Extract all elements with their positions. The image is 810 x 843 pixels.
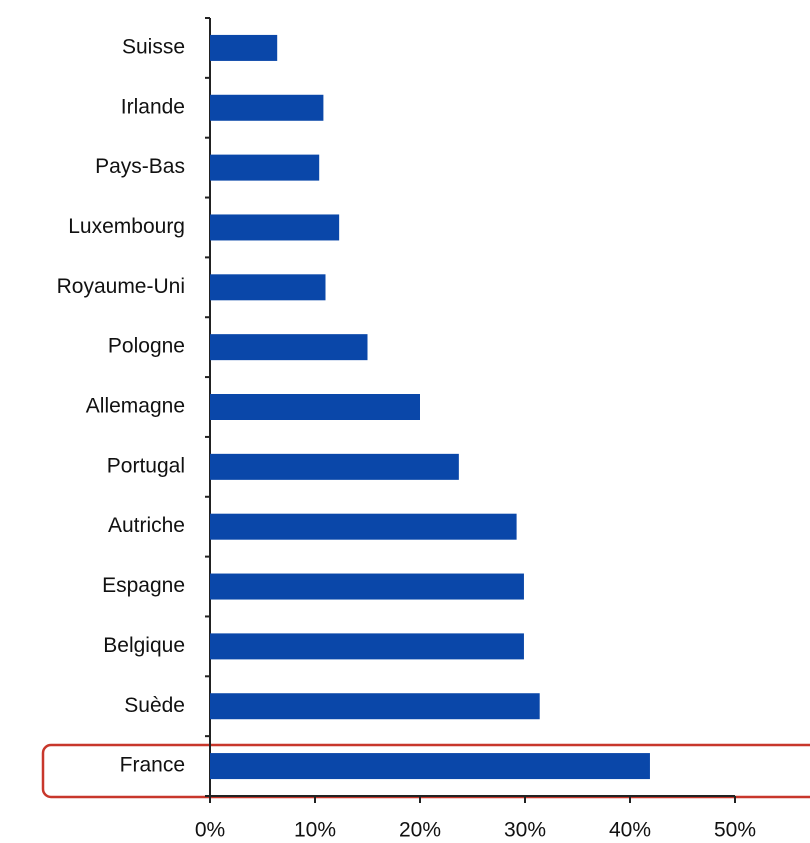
x-tick-label: 20% (399, 819, 441, 842)
bar (210, 513, 517, 540)
x-tick-label: 30% (504, 819, 546, 842)
bar (210, 334, 368, 361)
y-tick-label: Autriche (108, 514, 185, 537)
y-tick-label: Pays-Bas (95, 155, 185, 178)
y-tick-label: Royaume-Uni (57, 275, 185, 298)
bar (210, 693, 540, 720)
y-tick-label: Portugal (107, 454, 185, 477)
y-tick-label: Irlande (121, 95, 185, 118)
bar (210, 573, 524, 600)
bar (210, 154, 320, 181)
x-tick-label: 40% (609, 819, 651, 842)
bar (210, 214, 340, 241)
y-tick-label: Suisse (122, 35, 185, 58)
y-tick-label: Belgique (103, 634, 185, 657)
bar (210, 753, 650, 780)
bar (210, 94, 324, 121)
y-tick-label: Espagne (102, 574, 185, 597)
x-tick-label: 10% (294, 819, 336, 842)
bar (210, 34, 278, 61)
bar (210, 453, 459, 480)
x-tick-label: 50% (714, 819, 756, 842)
y-tick-label: Allemagne (86, 395, 185, 418)
y-tick-label: Pologne (108, 335, 185, 358)
x-tick-label: 0% (195, 819, 225, 842)
y-tick-label: France (120, 754, 185, 777)
bar (210, 633, 524, 660)
y-tick-label: Suède (124, 694, 185, 717)
bar (210, 394, 420, 420)
y-tick-label: Luxembourg (68, 215, 185, 238)
bar (210, 274, 326, 301)
